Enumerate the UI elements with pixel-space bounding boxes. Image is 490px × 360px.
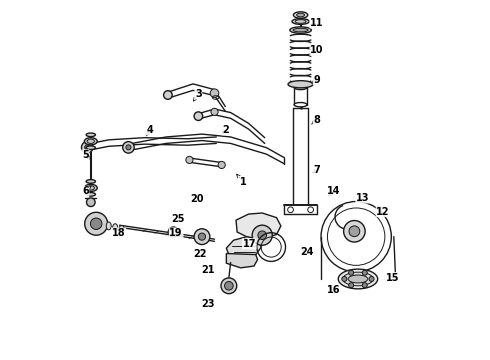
Text: 8: 8 [313, 115, 320, 125]
Ellipse shape [84, 138, 97, 145]
Text: 3: 3 [195, 89, 202, 99]
Text: 25: 25 [171, 214, 184, 224]
Text: 7: 7 [313, 165, 320, 175]
Circle shape [126, 145, 131, 150]
Circle shape [81, 141, 93, 153]
Text: 17: 17 [243, 239, 256, 249]
Polygon shape [236, 213, 281, 239]
Circle shape [164, 91, 172, 99]
Circle shape [87, 198, 95, 207]
Text: 6: 6 [82, 186, 89, 197]
Ellipse shape [294, 103, 307, 107]
Circle shape [362, 270, 368, 275]
Text: 23: 23 [202, 299, 215, 309]
Circle shape [221, 278, 237, 294]
Circle shape [194, 112, 203, 121]
Circle shape [210, 89, 219, 98]
Circle shape [342, 276, 347, 282]
Ellipse shape [293, 28, 308, 32]
Circle shape [85, 145, 90, 150]
Circle shape [343, 221, 365, 242]
Ellipse shape [290, 27, 311, 33]
Text: 21: 21 [202, 265, 215, 275]
Ellipse shape [343, 272, 373, 286]
Text: 9: 9 [313, 75, 320, 85]
Circle shape [349, 283, 354, 288]
Text: 16: 16 [327, 285, 341, 296]
Circle shape [218, 161, 225, 168]
Text: 1: 1 [240, 177, 246, 187]
Text: 18: 18 [112, 228, 125, 238]
Ellipse shape [86, 146, 96, 149]
Circle shape [252, 225, 272, 245]
Polygon shape [226, 253, 258, 268]
Ellipse shape [119, 226, 124, 232]
Circle shape [186, 156, 193, 163]
Circle shape [122, 141, 134, 153]
Circle shape [369, 276, 374, 282]
Text: 2: 2 [222, 125, 229, 135]
Ellipse shape [86, 133, 96, 136]
Circle shape [194, 229, 210, 244]
Circle shape [85, 212, 108, 235]
Ellipse shape [294, 12, 308, 18]
Ellipse shape [288, 81, 313, 88]
Text: 10: 10 [310, 45, 323, 55]
Text: 12: 12 [376, 207, 390, 217]
Text: 13: 13 [356, 193, 369, 203]
Ellipse shape [292, 19, 309, 24]
Text: 20: 20 [190, 194, 203, 204]
Circle shape [168, 227, 178, 237]
Circle shape [211, 108, 218, 116]
Ellipse shape [338, 269, 378, 289]
Ellipse shape [294, 85, 307, 90]
Text: 14: 14 [327, 186, 341, 197]
Text: 22: 22 [194, 248, 207, 258]
Ellipse shape [106, 222, 111, 230]
Circle shape [258, 231, 267, 239]
Ellipse shape [84, 184, 97, 192]
Circle shape [362, 283, 368, 288]
Text: 24: 24 [300, 247, 314, 257]
Ellipse shape [86, 180, 96, 183]
Polygon shape [226, 237, 261, 257]
Ellipse shape [113, 224, 118, 231]
Ellipse shape [296, 13, 304, 17]
Circle shape [91, 218, 102, 229]
Ellipse shape [348, 275, 368, 283]
Text: 4: 4 [147, 125, 153, 135]
Ellipse shape [86, 193, 96, 196]
Circle shape [349, 226, 360, 237]
Text: 19: 19 [170, 228, 183, 238]
Circle shape [349, 270, 354, 275]
Text: 15: 15 [386, 273, 399, 283]
Circle shape [224, 282, 233, 290]
Text: 5: 5 [82, 150, 89, 160]
Text: 11: 11 [310, 18, 323, 28]
Circle shape [198, 233, 205, 240]
